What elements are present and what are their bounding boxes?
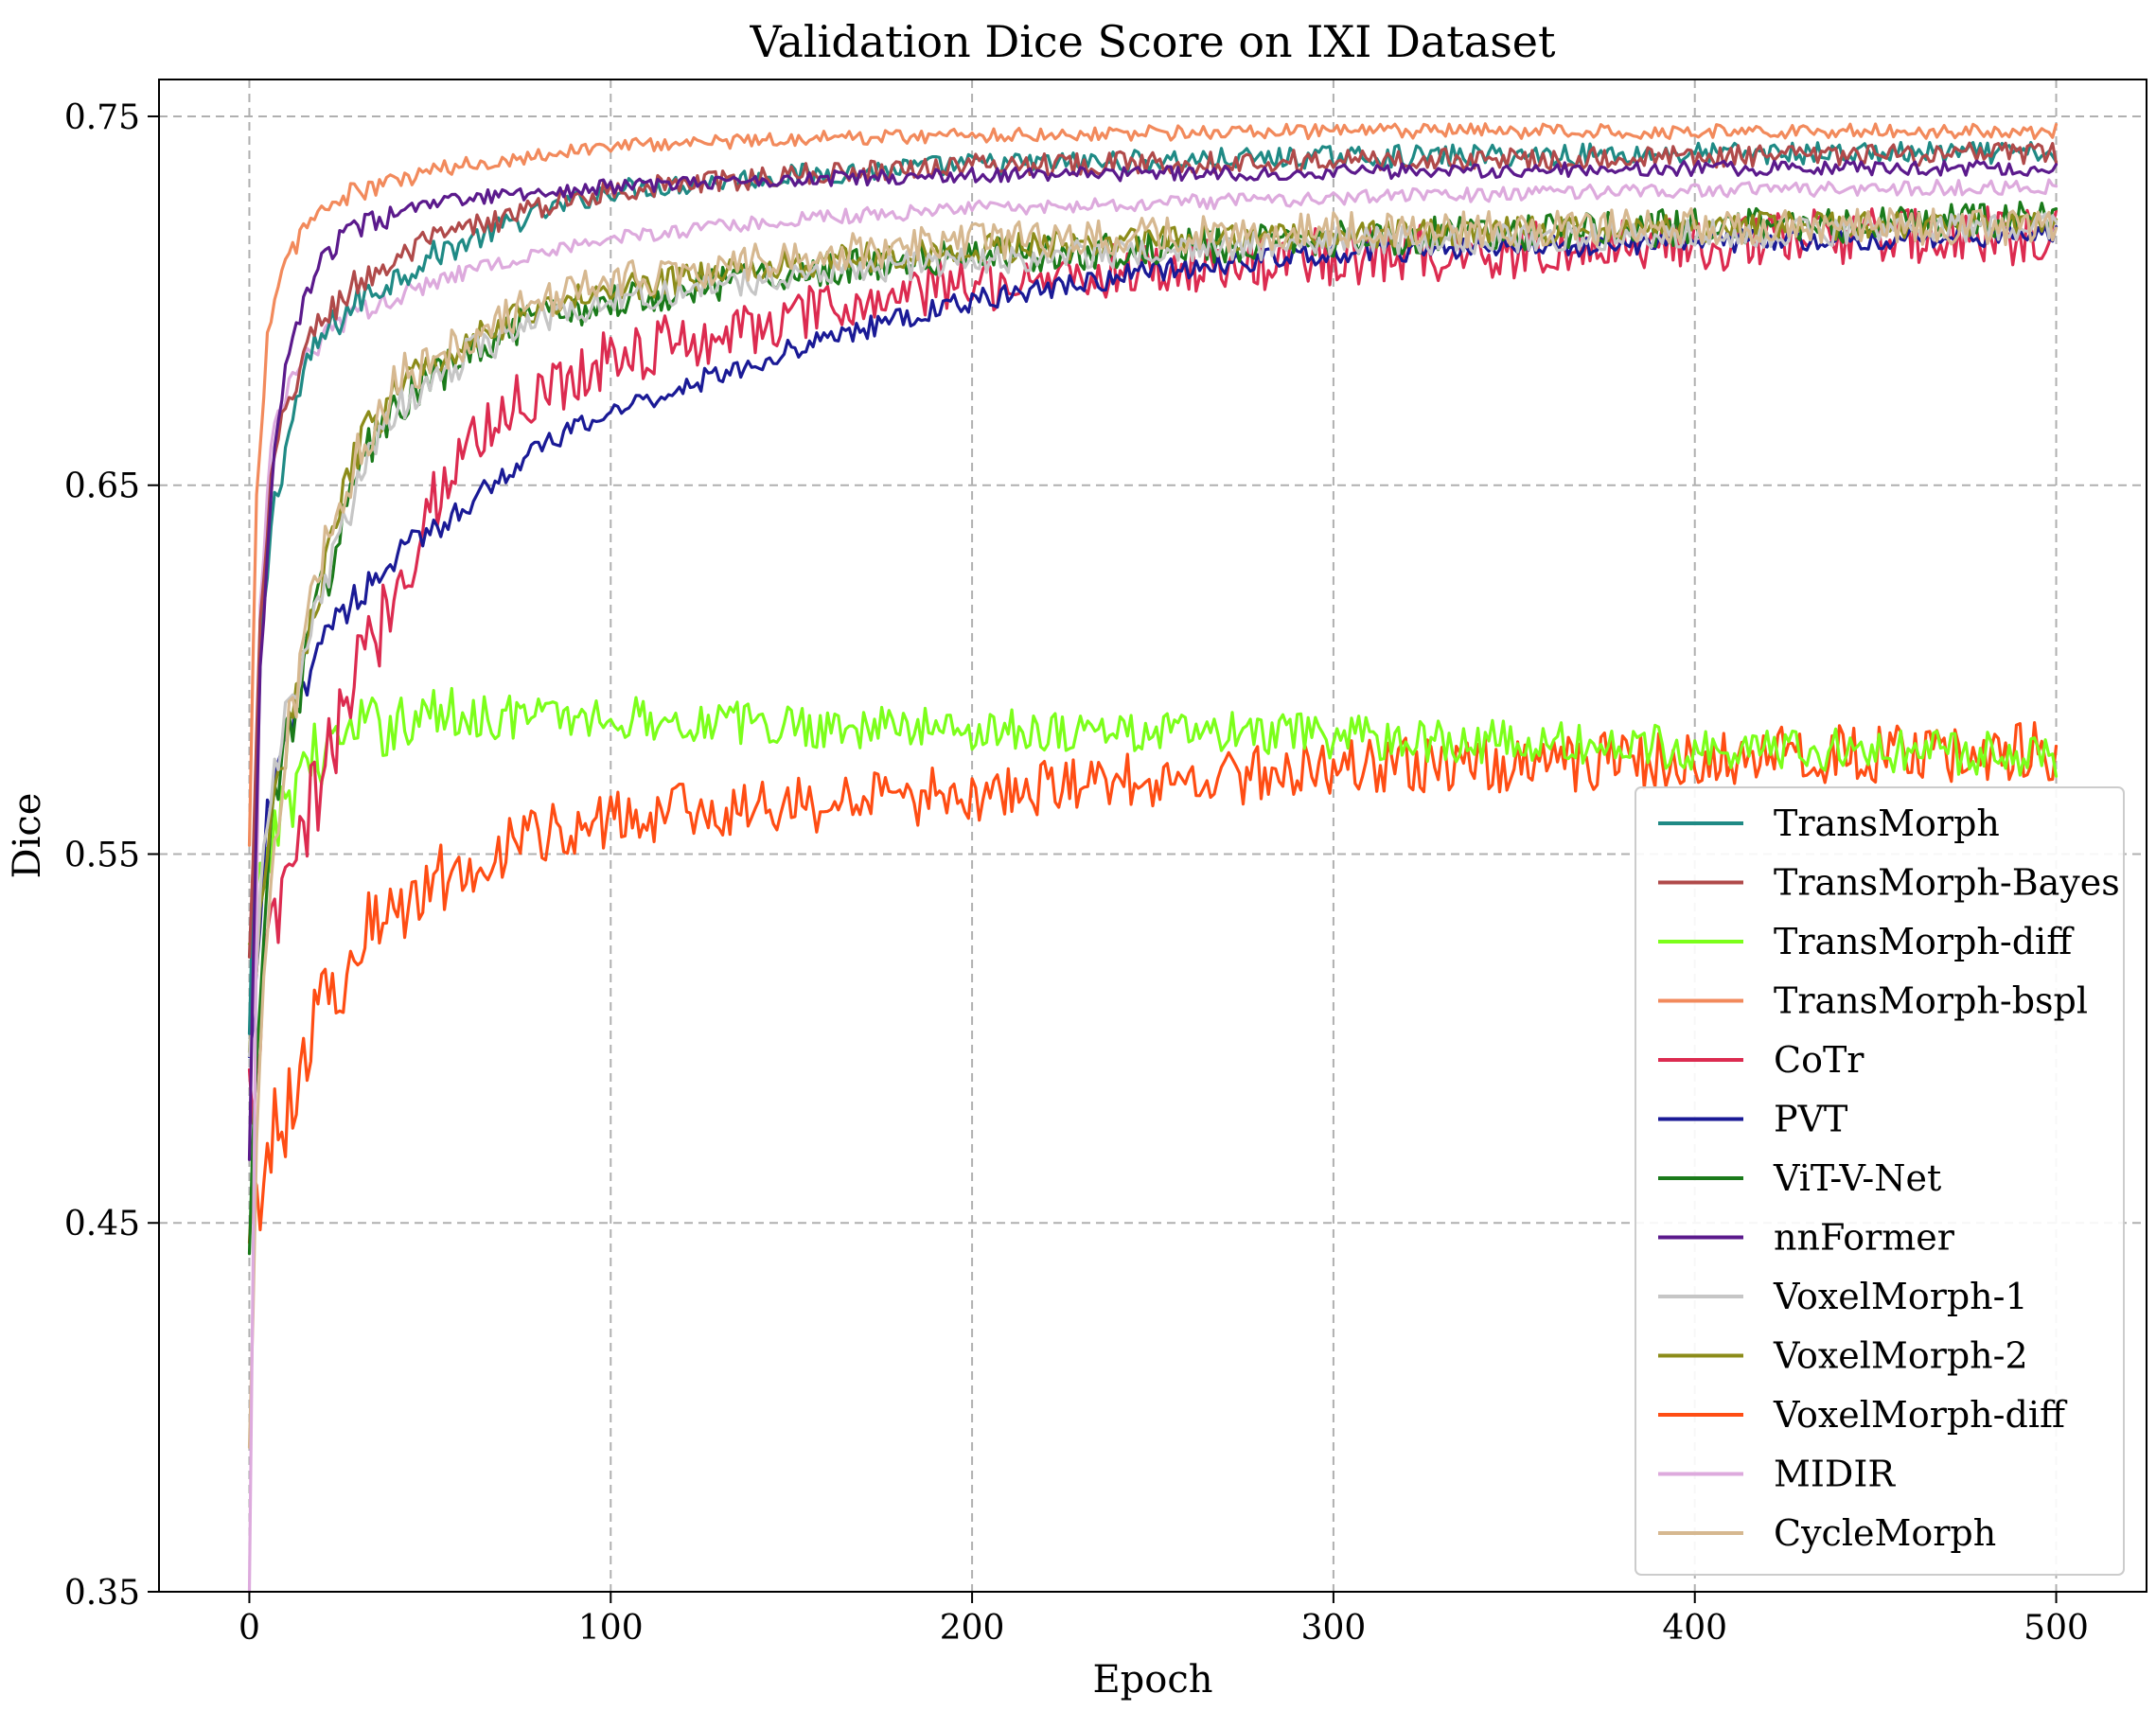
series-lines [247,122,2059,1594]
legend-entry-label: nnFormer [1774,1217,1955,1259]
legend-box [1635,786,2125,1576]
legend-entry-label: TransMorph-diff [1774,921,2075,962]
x-tick-label: 200 [940,1609,1005,1648]
plot-frame [158,79,2147,1593]
y-tick-label: 0.75 [64,98,140,137]
x-tick-label: 100 [578,1609,644,1648]
series-line-2 [247,686,2059,945]
legend-entry-label: MIDIR [1774,1454,1896,1495]
legend-entry-label: VoxelMorph-1 [1773,1276,2028,1317]
legend: TransMorph TransMorph-Bayes TransMorph-dif… [1635,786,2125,1576]
x-tick-label: 0 [239,1609,260,1648]
y-axis-label: Dice [6,793,49,879]
chart-title: Validation Dice Score on IXI Dataset [749,16,1556,67]
series-line-1 [247,141,2059,959]
series-line-7 [247,159,2059,1161]
series-line-8 [247,211,2059,1058]
legend-entry-label: PVT [1774,1099,1847,1140]
x-axis-label: Epoch [1092,1658,1212,1702]
x-tick-label: 300 [1301,1609,1367,1648]
x-tick-label: 400 [1662,1609,1727,1648]
legend-entry-label: TransMorph-Bayes [1774,862,2120,904]
series-line-10 [247,721,2059,1244]
series-line-11 [247,178,2059,1594]
y-tick-label: 0.45 [64,1205,140,1244]
legend-entry-label: TransMorph [1774,803,2000,844]
y-tick-label: 0.55 [64,836,140,874]
series-line-12 [247,206,2059,1450]
legend-entry-label: VoxelMorph-diff [1773,1394,2068,1436]
legend-entry-label: ViT-V-Net [1773,1157,1941,1199]
y-tick-label: 0.35 [64,1574,140,1613]
legend-entry-label: CycleMorph [1774,1512,1996,1554]
legend-entry-label: VoxelMorph-2 [1773,1335,2028,1377]
series-line-3 [247,122,2059,847]
axis-ticks: 0 100 200 300 400 500 0.35 0.45 0.55 0.65 0.75 [64,98,2089,1648]
y-tick-label: 0.65 [64,467,140,506]
legend-entry-label: TransMorph-bspl [1774,980,2088,1022]
legend-entry-label: CoTr [1774,1039,1864,1081]
series-line-6 [247,201,2059,1256]
x-tick-label: 500 [2023,1609,2089,1648]
